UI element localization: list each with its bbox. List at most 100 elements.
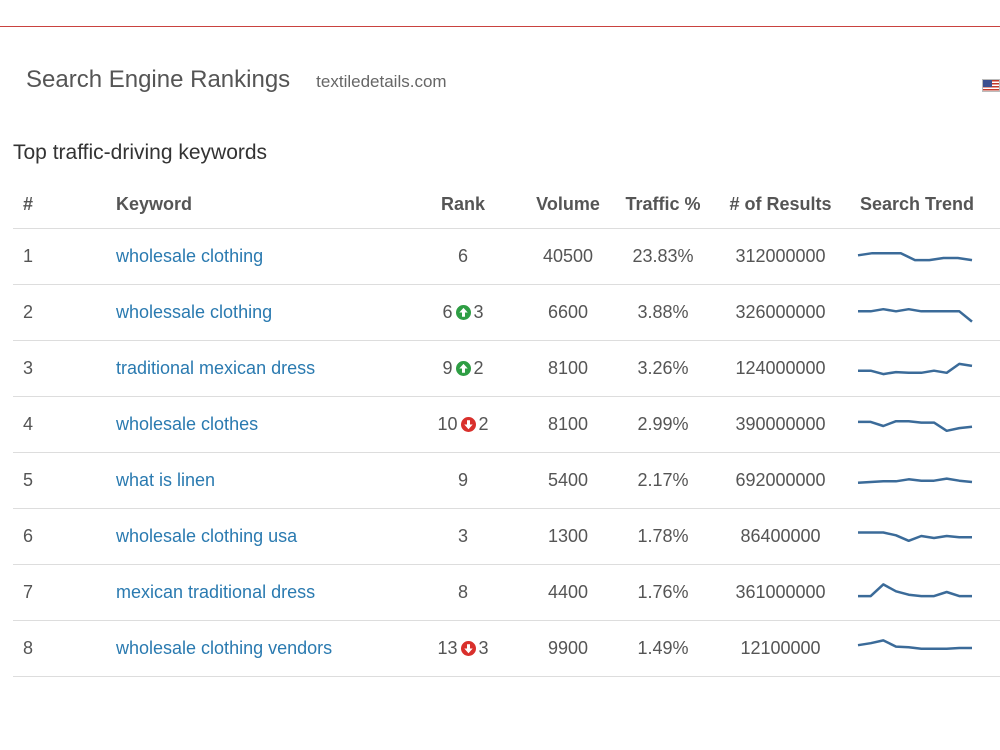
volume-cell: 40500 — [528, 228, 608, 285]
trend-line — [858, 307, 973, 323]
table-row: 5 what is linen 9 5400 2.17% 692000000 — [13, 452, 1000, 509]
volume-cell: 8100 — [528, 340, 608, 397]
keyword-link[interactable]: what is linen — [116, 470, 216, 490]
rank-group: 10 2 — [437, 414, 488, 435]
rank-group: 3 — [458, 526, 468, 547]
rank-change: 3 — [478, 638, 489, 658]
trend-cell — [843, 396, 1000, 453]
keyword-cell: wholesale clothing vendors — [116, 620, 398, 677]
results-cell: 390000000 — [718, 396, 843, 453]
results-cell: 12100000 — [718, 620, 843, 677]
row-number: 8 — [13, 620, 116, 677]
search-trend-sparkline — [857, 638, 972, 650]
table-row: 1 wholesale clothing 6 40500 23.83% 312000000 — [13, 228, 1000, 285]
keyword-cell: traditional mexican dress — [116, 340, 398, 397]
table-header-row: # Keyword Rank Volume Traffic % # of Res… — [13, 180, 1000, 229]
trend-cell — [843, 508, 1000, 565]
rank-group: 8 — [458, 582, 468, 603]
traffic-cell: 1.49% — [608, 620, 718, 677]
rank-change: 2 — [473, 358, 484, 378]
traffic-cell: 3.26% — [608, 340, 718, 397]
search-trend-sparkline — [857, 476, 973, 484]
trend-cell — [843, 284, 1000, 341]
rank-group: 6 — [458, 246, 468, 267]
domain-label: textiledetails.com — [316, 72, 447, 91]
table-row: 7 mexican traditional dress 8 4400 1.76% 3610… — [13, 564, 1000, 621]
rank-value: 8 — [457, 582, 468, 602]
rank-cell: 9 — [398, 452, 528, 509]
column-header-trend: Search Trend — [860, 193, 975, 214]
column-header-results[interactable]: # of Results — [729, 193, 832, 214]
trend-cell — [843, 228, 1000, 285]
results-cell: 326000000 — [718, 284, 843, 341]
flag-canton — [983, 80, 992, 87]
search-trend-sparkline — [858, 362, 973, 375]
results-cell: 312000000 — [718, 228, 843, 285]
rank-value: 9 — [457, 470, 468, 490]
results-cell: 124000000 — [718, 340, 843, 397]
arrow-down-circle-icon — [460, 641, 476, 656]
rank-cell: 6 — [398, 228, 528, 285]
column-header-keyword[interactable]: Keyword — [116, 193, 193, 214]
traffic-cell: 3.88% — [608, 284, 718, 341]
trend-line — [858, 362, 973, 375]
volume-cell: 5400 — [528, 452, 608, 509]
rank-value: 9 — [442, 358, 453, 378]
search-trend-sparkline — [858, 582, 972, 597]
search-trend-sparkline — [857, 251, 973, 261]
us-flag-icon[interactable] — [982, 79, 1000, 92]
keyword-link[interactable]: wholesale clothes — [116, 414, 259, 434]
results-cell: 361000000 — [718, 564, 843, 621]
row-number: 7 — [13, 564, 116, 621]
top-divider — [0, 26, 1000, 27]
row-number: 5 — [13, 452, 116, 509]
traffic-cell: 23.83% — [608, 228, 718, 285]
table-row: 3 traditional mexican dress 9 2 8100 3.26% 124… — [13, 340, 1000, 397]
keyword-link[interactable]: wholesale clothing vendors — [116, 638, 333, 658]
traffic-cell: 1.78% — [608, 508, 718, 565]
arrow-down-circle-icon — [460, 417, 476, 432]
column-header-volume[interactable]: Volume — [536, 193, 600, 214]
rank-cell: 13 3 — [398, 620, 528, 677]
row-number: 3 — [13, 340, 116, 397]
keyword-link[interactable]: wholessale clothing — [116, 302, 273, 322]
rank-cell: 10 2 — [398, 396, 528, 453]
volume-cell: 1300 — [528, 508, 608, 565]
row-number: 6 — [13, 508, 116, 565]
trend-line — [858, 582, 972, 597]
trend-cell — [843, 340, 1000, 397]
keywords-table: # Keyword Rank Volume Traffic % # of Res… — [13, 180, 1000, 677]
trend-line — [857, 638, 972, 650]
trend-cell — [843, 620, 1000, 677]
trend-cell — [843, 452, 1000, 509]
keyword-cell: wholesale clothes — [116, 396, 398, 453]
keyword-link[interactable]: wholesale clothing — [116, 246, 264, 266]
keyword-link[interactable]: mexican traditional dress — [116, 582, 316, 602]
rank-cell: 8 — [398, 564, 528, 621]
trend-line — [857, 476, 973, 484]
trend-cell — [843, 564, 1000, 621]
search-trend-sparkline — [858, 307, 973, 323]
trend-line — [858, 419, 973, 432]
arrow-up-circle-icon — [455, 361, 471, 376]
search-trend-sparkline — [858, 419, 973, 432]
results-cell: 86400000 — [718, 508, 843, 565]
traffic-cell: 1.76% — [608, 564, 718, 621]
keyword-link[interactable]: traditional mexican dress — [116, 358, 316, 378]
table-row: 8 wholesale clothing vendors 13 3 9900 1.49% 1… — [13, 620, 1000, 677]
table-row: 6 wholesale clothing usa 3 1300 1.78% 8640000… — [13, 508, 1000, 565]
table-row: 2 wholessale clothing 6 3 6600 3.88% 326000000 — [13, 284, 1000, 341]
keyword-cell: wholesale clothing — [116, 228, 398, 285]
column-header-traffic[interactable]: Traffic % — [625, 193, 701, 214]
rank-value: 13 — [437, 638, 458, 658]
keyword-link[interactable]: wholesale clothing usa — [116, 526, 298, 546]
column-header-rank[interactable]: Rank — [440, 193, 485, 214]
volume-cell: 9900 — [528, 620, 608, 677]
rank-cell: 3 — [398, 508, 528, 565]
trend-line — [858, 530, 972, 542]
rank-value: 6 — [457, 246, 468, 266]
row-number: 4 — [13, 396, 116, 453]
